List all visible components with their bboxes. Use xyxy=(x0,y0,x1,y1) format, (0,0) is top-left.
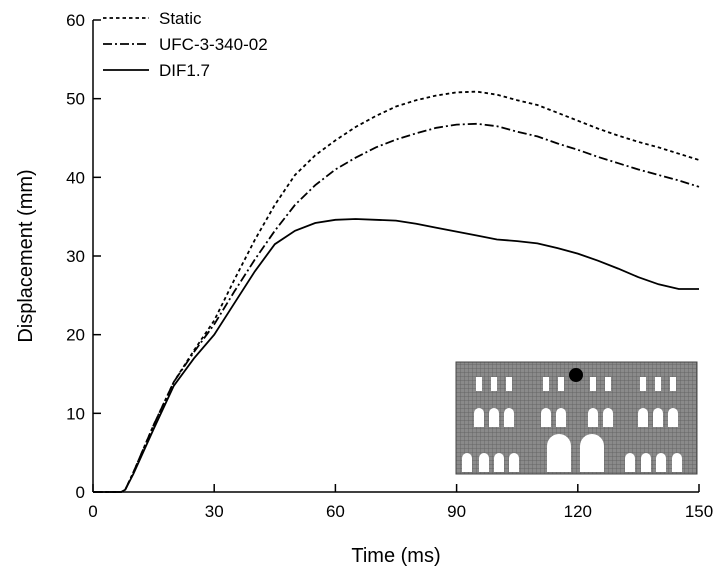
x-tick-label: 150 xyxy=(685,502,713,521)
y-axis-label: Displacement (mm) xyxy=(15,169,37,342)
legend-label: UFC-3-340-02 xyxy=(159,35,268,54)
y-tick-label: 20 xyxy=(66,326,85,345)
x-tick-label: 120 xyxy=(564,502,592,521)
series-line xyxy=(93,218,699,493)
y-tick-label: 50 xyxy=(66,90,85,109)
legend-label: Static xyxy=(159,9,202,28)
x-tick-label: 30 xyxy=(205,502,224,521)
inset-mesh xyxy=(455,361,698,475)
y-tick-label: 30 xyxy=(66,247,85,266)
x-tick-label: 60 xyxy=(326,502,345,521)
x-axis-label: Time (ms) xyxy=(351,545,440,567)
y-tick-label: 10 xyxy=(66,404,85,423)
y-tick-label: 0 xyxy=(76,483,85,502)
x-tick-label: 0 xyxy=(88,502,97,521)
legend-label: DIF1.7 xyxy=(159,61,210,80)
y-tick-label: 40 xyxy=(66,168,85,187)
x-tick-label: 90 xyxy=(447,502,466,521)
series-line xyxy=(93,122,700,493)
y-tick-label: 60 xyxy=(66,11,85,30)
